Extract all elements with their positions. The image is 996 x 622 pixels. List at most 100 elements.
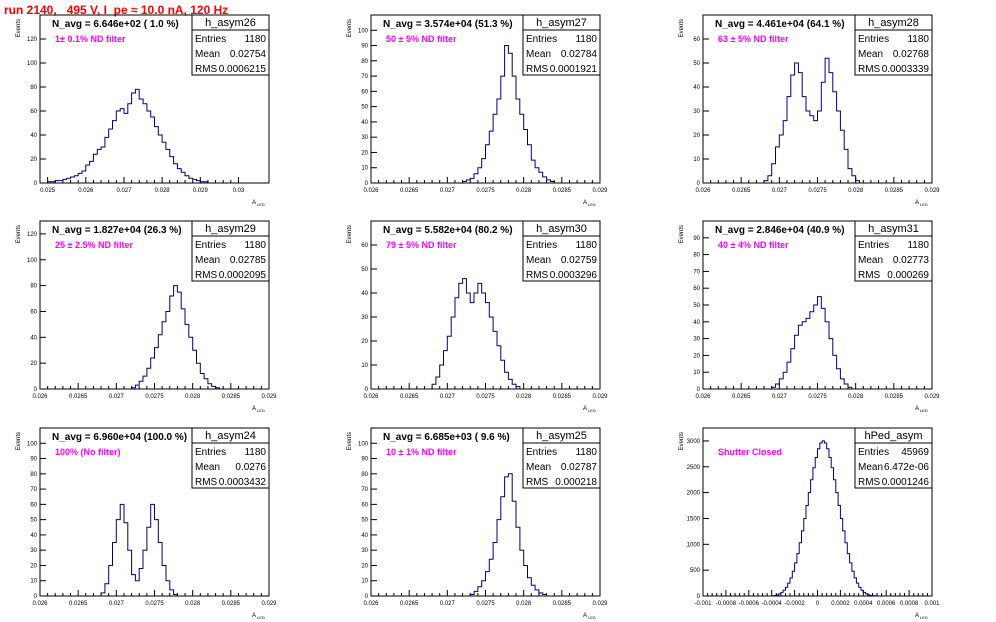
stats-value: 0.02754 [230,49,267,60]
y-tick-label: 50 [693,61,700,67]
pad-title: N_avg = 6.685e+03 ( 9.6 %) [383,432,510,443]
y-tick-label: 0 [365,594,369,600]
stats-label: Mean [858,255,883,266]
stats-label: RMS [526,64,549,75]
x-tick-label: 0.029 [261,601,277,607]
histogram-pad-h_asym24: 0.026 0.0265 0.027 0.0275 0.028 0.0285 0.029 0 1… [16,427,277,620]
x-tick-label: 0.029 [193,188,209,194]
y-tick-label: 10 [693,370,700,376]
stats-box [854,220,933,282]
y-tick-label: 80 [361,472,368,478]
y-axis-title: Events [347,19,353,37]
y-tick-label: 80 [30,472,37,478]
x-tick-label: 0.0285 [553,601,572,607]
y-tick-label: 120 [27,232,38,238]
stats-name: h_asym31 [868,223,919,235]
filter-annotation: 40 ± 4% ND filter [718,240,789,250]
y-tick-label: 80 [361,59,368,65]
x-axis-title-subscript: LED [257,615,265,620]
x-tick-label: 0.0265 [400,394,419,400]
stats-value: 0.02787 [561,462,598,473]
x-tick-label: 0.001 [924,601,940,607]
stats-label: RMS [858,477,881,488]
x-tick-label: 0.029 [592,188,608,194]
x-tick-label: 0.0275 [476,188,495,194]
pad-title: N_avg = 3.574e+04 (51.3 %) [383,19,513,30]
stats-label: RMS [195,270,218,281]
stats-value: 1180 [907,34,929,45]
x-tick-label: -0.0002 [784,601,805,607]
stats-box [522,427,601,489]
y-tick-label: 500 [690,568,701,574]
histogram-line [469,473,548,596]
y-tick-label: 90 [361,457,368,463]
stats-value: 0.0003432 [219,477,267,488]
x-tick-label: 0.0285 [885,394,904,400]
stats-value: 1180 [244,34,266,45]
x-tick-label: 0.027 [440,188,456,194]
x-tick-label: 0.0008 [900,601,919,607]
pad-title: N_avg = 4.461e+04 (64.1 %) [715,19,845,30]
x-axis-title-subscript: LED [257,202,265,207]
y-tick-label: 20 [30,361,37,367]
x-tick-label: 0.028 [185,394,201,400]
stats-value: 0.02784 [561,49,598,60]
stats-value: 0.02773 [893,255,930,266]
y-tick-label: 40 [30,533,37,539]
x-tick-label: -0.0004 [762,601,783,607]
y-tick-label: 100 [27,441,38,447]
x-tick-label: -0.0006 [739,601,760,607]
histogram-pad-h_asym26: 0.025 0.026 0.027 0.028 0.029 0.03 0 20 40 60 80 10… [16,14,270,207]
x-tick-label: 0.028 [516,601,532,607]
x-tick-label: 0.025 [40,188,56,194]
y-tick-label: 30 [693,109,700,115]
y-tick-label: 1500 [687,516,701,522]
y-tick-label: 80 [693,253,700,259]
x-tick-label: 0.028 [185,601,201,607]
filter-annotation: 63 ± 5% ND filter [718,34,789,44]
filter-annotation: 1± 0.1% ND filter [55,34,126,44]
stats-value: 1180 [575,240,597,251]
stats-value: 0.000269 [887,270,929,281]
y-tick-label: 2500 [687,465,701,471]
y-tick-label: 30 [693,337,700,343]
x-tick-label: 0.028 [516,188,532,194]
x-tick-label: 0.0004 [854,601,873,607]
filter-annotation: 100% (No filter) [55,447,121,457]
x-tick-label: 0.026 [363,601,379,607]
stats-box [191,427,270,489]
histogram-line [771,440,878,597]
stats-value: 0.0001921 [550,64,598,75]
x-tick-label: 0.0285 [222,394,241,400]
x-tick-label: -0.001 [694,601,712,607]
stats-label: Entries [195,240,226,251]
x-tick-label: 0.026 [363,394,379,400]
filter-annotation: 79 ± 5% ND filter [386,240,457,250]
histogram-pad-h_asym29: 0.026 0.0265 0.027 0.0275 0.028 0.0285 0.029 0 2… [16,220,277,413]
x-tick-label: 0.0265 [400,188,419,194]
y-tick-label: 50 [361,105,368,111]
x-axis-title-subscript: LED [588,202,596,207]
x-axis-title: A [583,613,587,619]
x-tick-label: 0.0265 [732,188,751,194]
x-axis-title-subscript: LED [920,408,928,413]
stats-value: 0.0276 [235,462,266,473]
x-axis-title: A [915,613,919,619]
x-tick-label: 0.028 [848,394,864,400]
y-tick-label: 20 [30,563,37,569]
stats-box [522,14,601,76]
x-tick-label: 0.0285 [553,394,572,400]
stats-label: Mean [195,49,220,60]
x-tick-label: 0.0275 [808,394,827,400]
stats-label: Entries [858,240,889,251]
y-tick-label: 70 [693,269,700,275]
x-axis-title: A [252,200,256,206]
histogram-line [771,296,853,389]
stats-label: Entries [526,240,557,251]
x-axis-title-subscript: LED [588,408,596,413]
stats-label: Entries [195,447,226,458]
x-axis-title: A [915,406,919,412]
y-axis-title: Events [679,19,685,37]
x-axis-title-subscript: LED [257,408,265,413]
x-tick-label: 0.029 [261,394,277,400]
